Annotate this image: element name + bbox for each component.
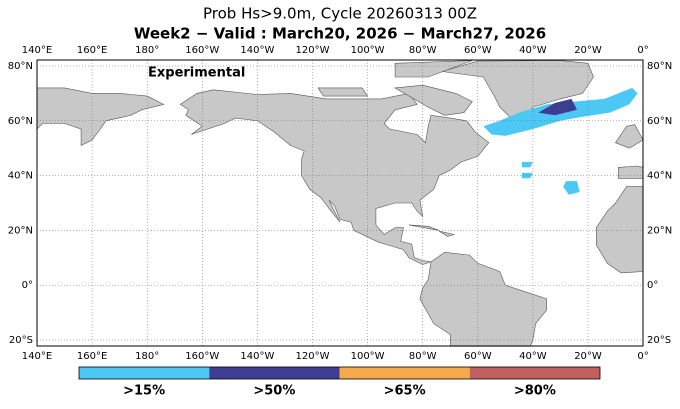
title: Prob Hs>9.0m, Cycle 20260313 00Z	[203, 5, 477, 23]
lat-label: 40°N	[8, 171, 33, 182]
lon-label: 160°W	[185, 45, 219, 56]
lon-label: 60°W	[464, 45, 492, 56]
landmass	[441, 60, 594, 122]
prob-area	[521, 161, 533, 168]
lon-label: 40°W	[519, 351, 547, 362]
lon-label: 160°E	[77, 45, 107, 56]
lon-label: 140°E	[22, 351, 52, 362]
lat-label: 20°S	[647, 335, 671, 346]
colorbar-label: >50%	[253, 384, 295, 399]
lat-label: 80°N	[8, 61, 33, 72]
lon-label: 160°W	[185, 351, 219, 362]
colorbar-segment	[339, 367, 470, 379]
landmass	[618, 165, 644, 179]
lon-label: 0°	[637, 45, 648, 56]
lat-label: 40°N	[647, 171, 672, 182]
probability	[483, 87, 638, 195]
landmass	[419, 251, 547, 347]
landmass	[596, 186, 644, 274]
lat-label: 0°	[647, 280, 658, 291]
lat-label: 60°N	[8, 116, 33, 127]
lat-label: 20°N	[8, 225, 33, 236]
lon-label: 100°W	[351, 351, 385, 362]
landmass	[439, 230, 455, 237]
lon-label: 20°W	[574, 351, 602, 362]
lon-label: 180°	[135, 45, 159, 56]
prob-area	[521, 172, 533, 179]
land	[36, 60, 644, 347]
landmass	[394, 60, 473, 78]
colorbar-label: >65%	[384, 384, 426, 399]
colorbar-label: >15%	[123, 384, 165, 399]
lon-label: 0°	[637, 351, 648, 362]
lon-label: 100°W	[351, 45, 385, 56]
landmass	[394, 84, 473, 116]
landmass	[615, 124, 644, 149]
lon-label: 120°W	[296, 45, 330, 56]
lon-label: 40°W	[519, 45, 547, 56]
lon-label: 80°W	[409, 351, 437, 362]
lat-label: 20°S	[9, 335, 33, 346]
lat-label: 60°N	[647, 116, 672, 127]
lon-label: 120°W	[296, 351, 330, 362]
lat-label: 80°N	[647, 61, 672, 72]
landmass	[179, 89, 490, 265]
prob-area	[538, 98, 577, 116]
colorbar-segment	[79, 367, 210, 379]
lon-label: 160°E	[77, 351, 107, 362]
lon-label: 20°W	[574, 45, 602, 56]
colorbar-segment	[469, 367, 600, 379]
subtitle: Week2 − Valid : March20, 2026 − March27,…	[134, 25, 546, 43]
lon-label: 80°W	[409, 45, 437, 56]
lon-label: 140°W	[240, 45, 274, 56]
colorbar-label: >80%	[514, 384, 556, 399]
prob-area	[563, 181, 580, 195]
colorbar-segment	[209, 367, 340, 379]
lon-label: 140°W	[240, 351, 274, 362]
lon-label: 140°E	[22, 45, 52, 56]
landmass	[408, 224, 440, 231]
landmass	[36, 60, 165, 146]
map-frame	[36, 59, 644, 347]
landmass	[317, 87, 369, 97]
lon-label: 60°W	[464, 351, 492, 362]
colorbar-frame	[78, 366, 601, 380]
lat-label: 0°	[22, 280, 33, 291]
lon-label: 180°	[135, 351, 159, 362]
graticule	[37, 60, 643, 346]
lat-label: 20°N	[647, 225, 672, 236]
annotation: Experimental	[148, 66, 245, 81]
